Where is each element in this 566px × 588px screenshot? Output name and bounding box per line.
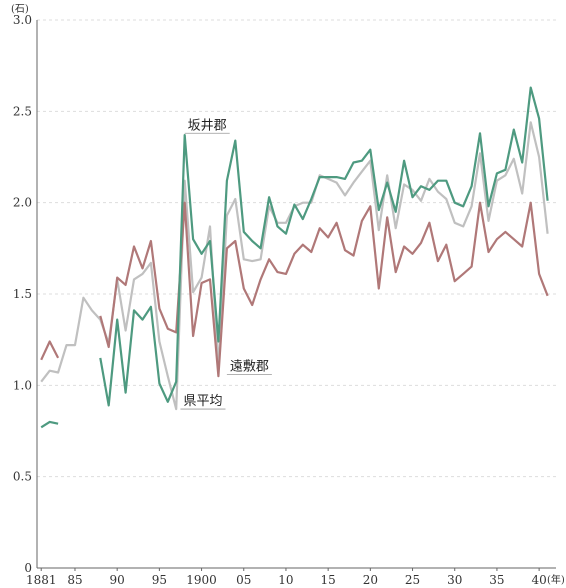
x-unit-label: (年) <box>547 573 565 586</box>
x-tick-label: 10 <box>278 573 293 587</box>
x-tick-label: 20 <box>363 573 378 587</box>
y-tick-label: 1.0 <box>13 378 32 392</box>
series-lines <box>40 86 549 429</box>
x-tick-label: 25 <box>405 573 420 587</box>
x-tick-label: 05 <box>236 573 251 587</box>
y-tick-label: 0 <box>24 561 32 575</box>
x-tick-label: 90 <box>110 573 125 587</box>
x-tick-label: 1900 <box>186 573 217 587</box>
y-tick-label: 1.5 <box>13 287 32 301</box>
x-tick-label: 95 <box>152 573 167 587</box>
series-label: 坂井郡 <box>188 118 227 133</box>
series-labels: 県平均 遠敷郡 坂井郡 <box>180 118 272 410</box>
series-label: 遠敷郡 <box>230 359 269 374</box>
y-tick-label: 2.5 <box>13 104 32 118</box>
y-tick-label: 3.0 <box>13 13 32 27</box>
y-tick-label: 2.0 <box>13 196 32 210</box>
x-tick-label: 30 <box>447 573 462 587</box>
x-tick-label: 1881 <box>26 573 57 587</box>
series-line <box>40 86 549 429</box>
y-unit-label: (石) <box>11 4 29 15</box>
x-tick-label: 40 <box>531 573 546 587</box>
gridlines <box>37 19 556 478</box>
y-tick-labels: 0 0.5 1.0 1.5 2.0 2.5 3.0 <box>13 13 32 575</box>
series-label: 県平均 <box>183 394 222 409</box>
axes <box>36 20 556 569</box>
x-tick-label: 85 <box>67 573 82 587</box>
series-line <box>40 201 549 378</box>
y-tick-label: 0.5 <box>13 470 32 484</box>
x-tick-labels: 1881 85 90 95 1900 05 10 15 20 25 30 35 40 <box>26 568 547 587</box>
x-tick-label: 35 <box>489 573 504 587</box>
x-tick-label: 15 <box>321 573 336 587</box>
